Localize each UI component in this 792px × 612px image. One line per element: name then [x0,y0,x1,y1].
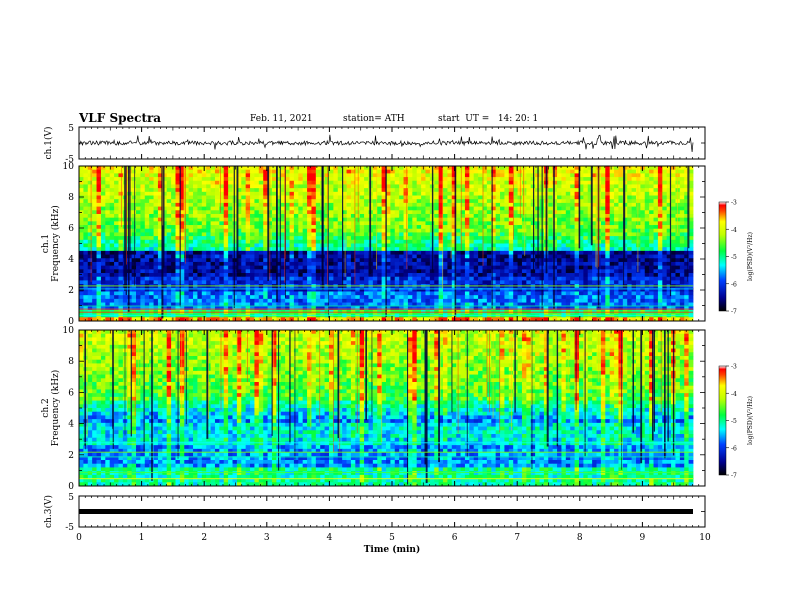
y-axis-channel-label: ch.2 [41,398,51,417]
y-tick-label: 8 [68,357,74,367]
colorbar-tick-label: -6 [731,281,737,288]
colorbar-tick-label: -3 [731,200,737,207]
x-tick-label: 10 [699,533,711,543]
y-tick-label: 10 [63,326,75,336]
y-axis-label: ch.1(V) [43,127,54,160]
colorbar-tick-label: -6 [731,445,737,452]
y-tick-label: 4 [68,255,74,265]
y-tick-label: -5 [65,155,74,165]
chart-title: VLF Spectra [79,111,162,125]
y-axis-label: ch.3(V) [43,495,54,528]
y-tick-label: 6 [68,388,74,398]
ch1-spectrogram [79,166,694,322]
ch1-waveform [78,134,694,153]
axis-ticks [78,127,706,527]
ch3-waveform [79,509,693,514]
colorbar-1 [718,201,727,312]
y-tick-label: 0 [68,482,74,492]
x-tick-label: 0 [76,533,82,543]
y-axis-label: Frequency (kHz) [50,205,61,282]
colorbars: -3 -4 -5 -6 -7 log(PSD)(V²/Hz) -3 -4 -5 -6 -7 log(P… [718,200,754,480]
station-label: station= ATH [343,114,405,124]
ch2-spectrogram [79,330,694,487]
x-tick-label: 9 [640,533,646,543]
date-label: Feb. 11, 2021 [250,114,313,124]
colorbar-2 [718,365,727,476]
colorbar-tick-label: -3 [731,364,737,371]
colorbar-tick-label: -7 [731,309,737,316]
colorbar-tick-label: -5 [731,418,737,425]
start-time-label: start UT = 14: 20: 1 [438,114,539,124]
y-tick-label: 10 [63,162,75,172]
colorbar-tick-label: -7 [731,473,737,480]
y-tick-label: 2 [68,451,74,461]
y-tick-label: 6 [68,224,74,234]
y-axis-label: Frequency (kHz) [50,370,61,447]
colorbar-tick-label: -4 [731,227,737,234]
x-tick-label: 5 [389,533,395,543]
y-tick-label: 5 [68,124,74,134]
colorbar-tick-label: -5 [731,254,737,261]
x-tick-label: 7 [514,533,520,543]
ch1-trace [78,134,694,153]
y-tick-label: 4 [68,420,74,430]
colorbar-label: log(PSD)(V²/Hz) [747,396,754,445]
x-tick-label: 4 [327,533,333,543]
colorbar-tick-label: -4 [731,391,737,398]
y-tick-label: 5 [68,493,74,503]
y-tick-label: 2 [68,286,74,296]
x-tick-label: 3 [264,533,270,543]
y-tick-label: 0 [68,317,74,327]
x-axis-label: Time (min) [364,544,421,555]
colorbar-label: log(PSD)(V²/Hz) [747,232,754,281]
y-tick-label: 8 [68,193,74,203]
x-tick-label: 6 [452,533,458,543]
y-tick-label: -5 [65,523,74,533]
x-tick-label: 8 [577,533,583,543]
x-tick-label: 2 [201,533,207,543]
x-tick-label: 1 [139,533,145,543]
ch3-trace [79,509,693,514]
y-axis-channel-label: ch.1 [41,234,51,253]
